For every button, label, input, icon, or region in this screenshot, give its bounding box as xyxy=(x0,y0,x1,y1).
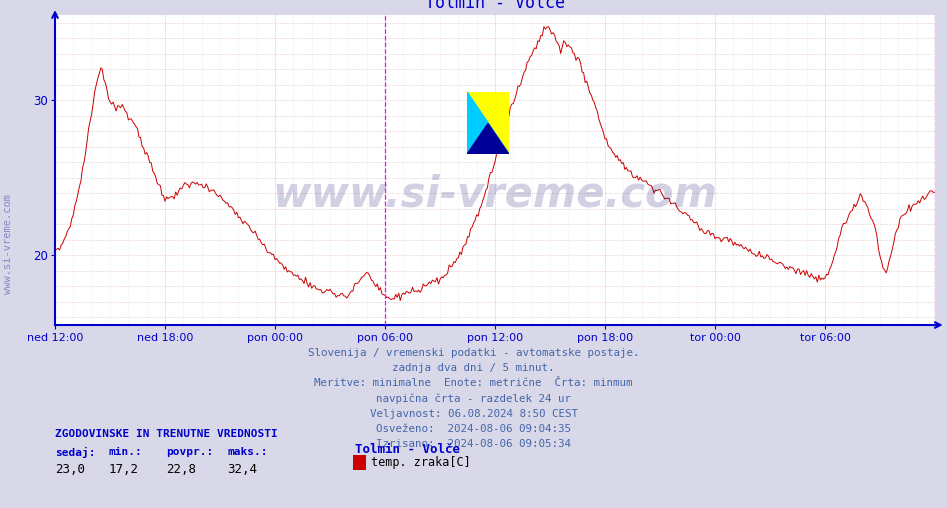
Text: povpr.:: povpr.: xyxy=(166,447,213,457)
Text: 22,8: 22,8 xyxy=(166,463,196,477)
Text: 23,0: 23,0 xyxy=(55,463,85,477)
Text: min.:: min.: xyxy=(109,447,143,457)
Text: zadnja dva dni / 5 minut.: zadnja dva dni / 5 minut. xyxy=(392,363,555,373)
Text: 32,4: 32,4 xyxy=(227,463,258,477)
Text: Meritve: minimalne  Enote: metrične  Črta: minmum: Meritve: minimalne Enote: metrične Črta:… xyxy=(314,378,633,389)
Text: Izrisano:  2024-08-06 09:05:34: Izrisano: 2024-08-06 09:05:34 xyxy=(376,439,571,450)
Text: Osveženo:  2024-08-06 09:04:35: Osveženo: 2024-08-06 09:04:35 xyxy=(376,424,571,434)
Text: sedaj:: sedaj: xyxy=(55,447,96,458)
Text: 17,2: 17,2 xyxy=(109,463,139,477)
Polygon shape xyxy=(467,123,509,154)
Text: temp. zraka[C]: temp. zraka[C] xyxy=(371,456,471,469)
Title: Tolmin - Volče: Tolmin - Volče xyxy=(425,0,565,12)
Polygon shape xyxy=(467,92,509,154)
Text: ZGODOVINSKE IN TRENUTNE VREDNOSTI: ZGODOVINSKE IN TRENUTNE VREDNOSTI xyxy=(55,429,277,439)
Text: Tolmin - Volče: Tolmin - Volče xyxy=(355,443,460,456)
Text: Slovenija / vremenski podatki - avtomatske postaje.: Slovenija / vremenski podatki - avtomats… xyxy=(308,348,639,358)
Text: www.si-vreme.com: www.si-vreme.com xyxy=(3,194,12,294)
Text: Veljavnost: 06.08.2024 8:50 CEST: Veljavnost: 06.08.2024 8:50 CEST xyxy=(369,409,578,419)
Text: maks.:: maks.: xyxy=(227,447,268,457)
Text: navpična črta - razdelek 24 ur: navpična črta - razdelek 24 ur xyxy=(376,394,571,404)
Polygon shape xyxy=(467,92,509,154)
Text: www.si-vreme.com: www.si-vreme.com xyxy=(273,174,718,216)
